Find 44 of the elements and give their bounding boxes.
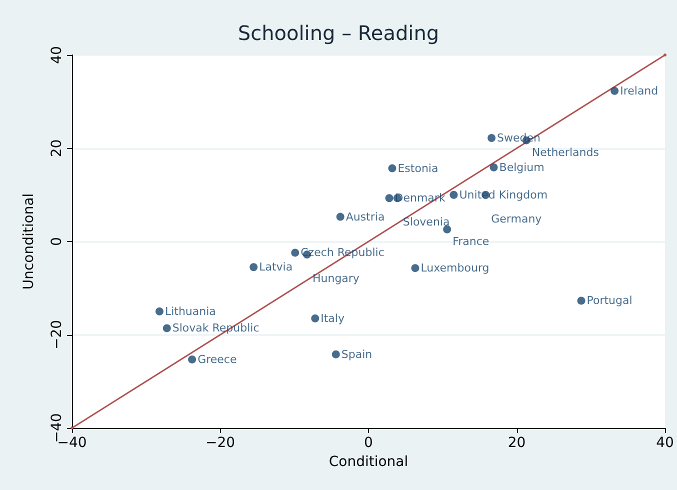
annotation: Austria xyxy=(346,210,385,224)
point xyxy=(291,248,300,257)
y-tick-label: 0 xyxy=(49,237,65,246)
y-tick-label: −20 xyxy=(49,320,65,350)
annotation: Germany xyxy=(491,212,542,226)
x-tick-label: 20 xyxy=(508,435,526,451)
y-tick-label: 20 xyxy=(49,139,65,158)
annotation: Luxembourg xyxy=(420,262,490,275)
point xyxy=(388,164,396,172)
annotation: Slovenia xyxy=(402,216,450,229)
annotation: Lithuania xyxy=(164,304,216,318)
point xyxy=(610,86,619,95)
point xyxy=(311,314,320,322)
y-axis-title: Unconditional xyxy=(21,193,37,290)
annotation: Greece xyxy=(198,352,237,366)
x-tick-label: 40 xyxy=(656,435,674,451)
y-tick-label: 40 xyxy=(49,46,65,64)
point xyxy=(488,134,496,142)
annotation: Spain xyxy=(341,348,372,361)
point xyxy=(411,264,420,272)
point xyxy=(450,190,458,199)
annotation: Hungary xyxy=(312,272,360,286)
point xyxy=(443,225,452,234)
point xyxy=(188,355,196,364)
point xyxy=(155,307,164,316)
annotation: Ireland xyxy=(620,84,658,98)
annotation: Portugal xyxy=(586,294,632,308)
point xyxy=(385,194,394,202)
x-tick-label: −20 xyxy=(205,435,236,451)
point xyxy=(162,324,171,332)
point xyxy=(336,212,344,221)
chart-title: Schooling – Reading xyxy=(238,21,440,45)
annotation: Latvia xyxy=(259,260,293,274)
x-tick-label: 0 xyxy=(364,435,373,451)
annotation: Estonia xyxy=(398,162,438,175)
annotation: France xyxy=(452,234,490,248)
point xyxy=(577,296,586,305)
annotation: Italy xyxy=(320,312,345,325)
point xyxy=(250,263,258,272)
annotation: Belgium xyxy=(499,160,544,174)
x-axis-title: Conditional xyxy=(328,454,408,470)
point xyxy=(490,163,498,172)
point xyxy=(332,350,340,358)
annotation: Netherlands xyxy=(532,146,600,159)
